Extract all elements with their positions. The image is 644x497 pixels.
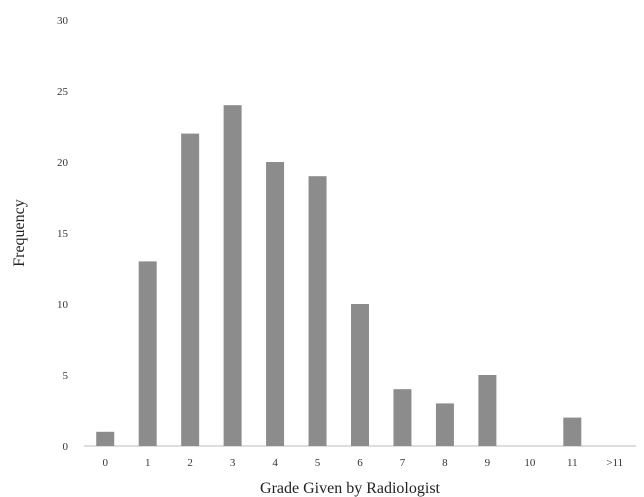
x-axis-label: Grade Given by Radiologist — [260, 480, 441, 497]
y-tick-label-2: 10 — [57, 299, 69, 311]
x-tick-label-10: 10 — [524, 457, 536, 469]
bar-11 — [563, 417, 582, 446]
y-tick-label-4: 20 — [57, 157, 69, 169]
y-axis-ticks: 0 5 10 15 20 25 30 — [57, 15, 69, 453]
bar-9 — [478, 375, 497, 446]
bar-1 — [138, 261, 157, 446]
x-tick-label-5: 5 — [315, 457, 321, 469]
y-tick-label-6: 30 — [57, 15, 69, 27]
bar-6 — [351, 304, 369, 446]
bar-5 — [308, 176, 327, 446]
x-tick-label-9: 9 — [485, 457, 491, 469]
x-tick-label-12: >11 — [606, 457, 623, 469]
bar-0 — [96, 431, 115, 446]
bar-2 — [181, 133, 200, 446]
y-tick-label-0: 0 — [63, 441, 69, 453]
x-tick-label-0: 0 — [102, 457, 108, 469]
bar-3 — [223, 105, 242, 446]
x-tick-label-7: 7 — [400, 457, 406, 469]
y-tick-label-3: 15 — [57, 228, 69, 240]
x-tick-label-6: 6 — [357, 457, 363, 469]
bar-4 — [266, 162, 285, 446]
x-tick-label-1: 1 — [145, 457, 151, 469]
y-tick-label-5: 25 — [57, 86, 69, 98]
x-tick-label-4: 4 — [272, 457, 278, 469]
y-tick-label-1: 5 — [63, 370, 69, 382]
bars-group — [96, 105, 582, 446]
x-tick-label-8: 8 — [442, 457, 448, 469]
bar-7 — [393, 389, 412, 446]
bar-8 — [435, 403, 454, 446]
x-tick-label-2: 2 — [187, 457, 193, 469]
x-tick-label-3: 3 — [230, 457, 236, 469]
x-tick-label-11: 11 — [567, 457, 578, 469]
y-axis-label: Frequency — [11, 199, 28, 267]
x-axis-ticks: 0 1 2 3 4 5 6 7 8 9 10 11 >11 — [102, 457, 623, 469]
